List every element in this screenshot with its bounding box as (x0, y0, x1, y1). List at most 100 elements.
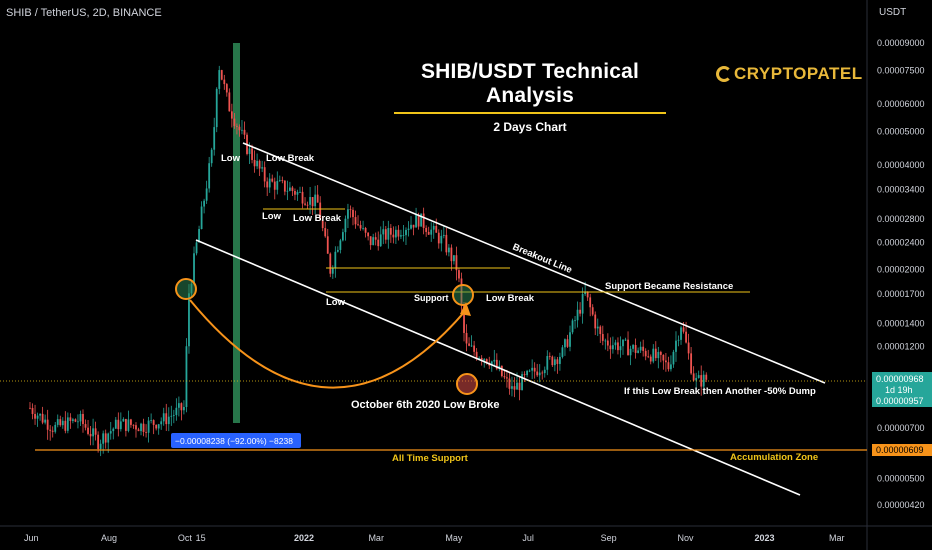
candle (89, 425, 92, 446)
candle (634, 338, 637, 359)
candle (124, 418, 127, 437)
x-tick-label: Jul (522, 533, 534, 543)
candle (59, 415, 62, 427)
candle (569, 325, 571, 352)
candle (374, 232, 377, 246)
candle (324, 221, 327, 238)
candle (185, 338, 188, 413)
candle (208, 156, 211, 193)
measure-label: −0.00008238 (−92.00%) −8238 (175, 436, 293, 446)
candle (425, 225, 428, 237)
y-tick-label: 0.00005000 (877, 127, 925, 137)
candle (286, 180, 289, 201)
candle (344, 215, 347, 241)
candle (609, 337, 612, 359)
candle (170, 405, 173, 426)
candle (627, 331, 629, 356)
candle (66, 412, 69, 434)
x-tick-label: Nov (678, 533, 695, 543)
support-price-badge (872, 444, 932, 456)
candle (506, 369, 508, 388)
candle (533, 362, 536, 379)
candle (437, 229, 440, 249)
candle (233, 113, 236, 129)
candle (94, 421, 97, 441)
candle (412, 224, 415, 236)
label-low-1: Low (221, 153, 241, 164)
candle (581, 287, 584, 324)
candle (238, 124, 241, 137)
marker-oct-2021 (175, 278, 197, 300)
candle (690, 347, 693, 375)
candle (218, 65, 221, 95)
candle (526, 369, 529, 378)
candle (336, 246, 339, 253)
y-tick-label: 0.00001200 (877, 342, 925, 352)
candlestick-series (29, 65, 708, 457)
candle (51, 426, 54, 438)
x-tick-label: 2023 (755, 533, 775, 543)
candle (306, 201, 309, 210)
candle (130, 418, 132, 428)
label-low-2: Low (262, 211, 282, 222)
last-price-text: 0.00000968 (876, 374, 924, 384)
y-tick-label: 0.00000420 (877, 500, 925, 510)
candle (236, 123, 238, 135)
candle (39, 413, 41, 421)
candle (511, 376, 513, 397)
title-block: SHIB/USDT Technical Analysis 2 Days Char… (385, 60, 675, 134)
candle (283, 180, 286, 196)
candle (447, 244, 450, 257)
y-tick-label: 0.00003400 (877, 185, 925, 195)
candle (639, 341, 642, 353)
candle (276, 171, 279, 195)
y-tick-label: 0.00000700 (877, 423, 925, 433)
brand-logo: CRYPTOPATEL (716, 64, 863, 84)
candle (271, 174, 274, 183)
candle (175, 398, 178, 421)
candle (536, 363, 539, 377)
candle (135, 422, 137, 438)
title-underline (394, 112, 666, 114)
candle (329, 252, 332, 278)
candle (145, 424, 147, 438)
candle (341, 228, 344, 242)
candle (566, 334, 569, 348)
candle (87, 419, 89, 436)
candle (112, 427, 115, 440)
candle (150, 413, 153, 424)
candle (667, 356, 670, 372)
candle (541, 370, 544, 380)
label-low-break-1: Low Break (266, 153, 315, 164)
candle (624, 337, 627, 341)
candle (611, 336, 614, 354)
candle (195, 240, 198, 256)
candle (347, 203, 349, 228)
candle (198, 225, 200, 243)
candle (430, 222, 433, 242)
candle (289, 181, 291, 192)
candle (172, 409, 175, 424)
candle (362, 220, 364, 231)
candle (34, 404, 36, 425)
candle (680, 325, 682, 345)
candle (470, 335, 473, 347)
candle (316, 185, 319, 203)
marker-oct-2020-break (456, 373, 478, 395)
marker-may-2022 (452, 284, 474, 306)
circle-markers (175, 278, 478, 395)
candle (220, 69, 223, 81)
candle (180, 402, 183, 421)
chart-subtitle: 2 Days Chart (493, 120, 567, 134)
candle (543, 366, 546, 378)
candle (61, 417, 64, 429)
candle (702, 370, 705, 395)
candle (548, 352, 551, 360)
candle (435, 218, 438, 233)
candle (162, 407, 165, 426)
candle (432, 222, 435, 239)
y-tick-label: 0.00002400 (877, 237, 925, 247)
candle (687, 333, 690, 360)
candle (291, 185, 294, 197)
